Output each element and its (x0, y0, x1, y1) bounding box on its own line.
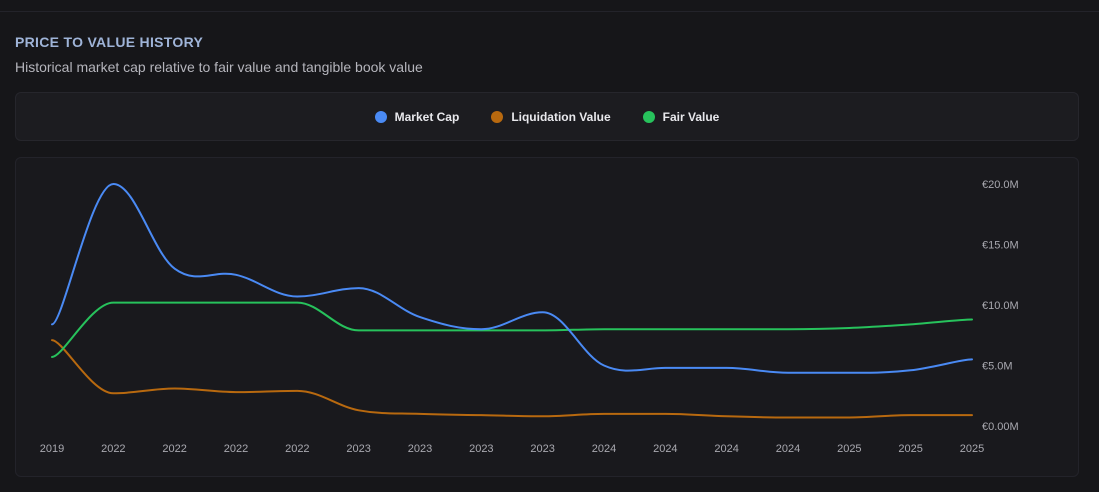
x-tick-label: 2025 (837, 443, 861, 455)
x-tick-label: 2024 (714, 443, 738, 455)
legend-label: Market Cap (394, 109, 460, 124)
x-tick-label: 2023 (346, 443, 370, 455)
chart-title: PRICE TO VALUE HISTORY (15, 34, 204, 50)
legend-label: Liquidation Value (511, 109, 611, 124)
x-tick-label: 2022 (224, 443, 248, 455)
legend-dot-fair-value (642, 110, 655, 123)
x-tick-label: 2023 (408, 443, 432, 455)
legend-item-fair-value[interactable]: Fair Value (642, 109, 720, 124)
series-line-market-cap[interactable] (51, 183, 973, 374)
x-tick-label: 2025 (960, 443, 984, 455)
x-tick-label: 2022 (162, 443, 186, 455)
line-chart: €20.0M €15.0M €10.0M €5.0M €0.00M 2019 2022 202… (40, 179, 1019, 455)
x-tick-label: 2024 (776, 443, 800, 455)
legend: Market Cap Liquidation Value Fair Value (15, 92, 1079, 141)
x-tick-label: 2019 (40, 443, 64, 455)
x-tick-label: 2023 (530, 443, 554, 455)
top-divider (0, 11, 1099, 12)
y-tick-label: €5.0M (982, 361, 1013, 373)
legend-label: Fair Value (662, 109, 720, 124)
legend-item-market-cap[interactable]: Market Cap (374, 109, 460, 124)
y-tick-label: €20.0M (982, 179, 1019, 191)
series-line-fair-value[interactable] (51, 301, 973, 358)
x-tick-label: 2025 (898, 443, 922, 455)
x-tick-label: 2024 (653, 443, 677, 455)
x-tick-label: 2023 (469, 443, 493, 455)
chart-panel: €20.0M €15.0M €10.0M €5.0M €0.00M 2019 2022 202… (15, 157, 1079, 477)
y-tick-label: €0.00M (982, 421, 1019, 433)
y-tick-label: €10.0M (982, 300, 1019, 312)
legend-dot-market-cap (374, 110, 387, 123)
chart-subtitle: Historical market cap relative to fair v… (15, 59, 423, 75)
legend-dot-liquidation-value (491, 110, 504, 123)
x-tick-label: 2024 (592, 443, 616, 455)
legend-item-liquidation-value[interactable]: Liquidation Value (491, 109, 611, 124)
x-tick-label: 2022 (101, 443, 125, 455)
series-line-liquidation-value[interactable] (51, 339, 973, 419)
x-tick-label: 2022 (285, 443, 309, 455)
y-tick-label: €15.0M (982, 240, 1019, 252)
